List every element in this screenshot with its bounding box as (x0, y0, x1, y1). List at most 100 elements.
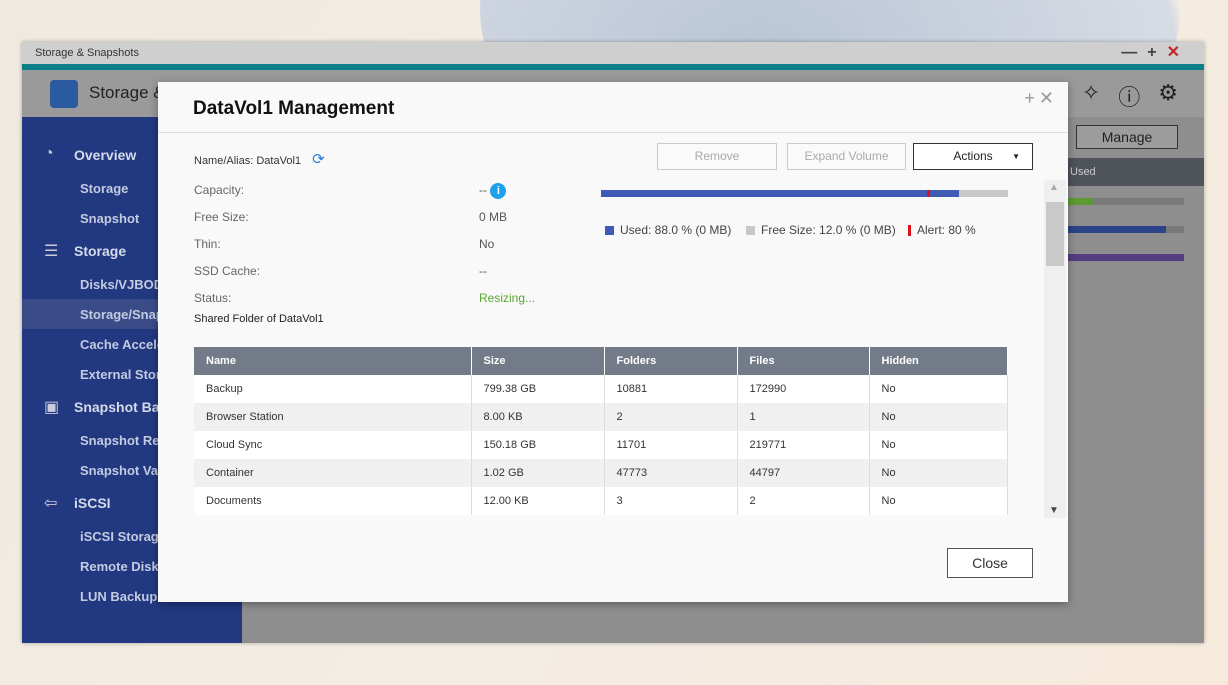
sidebar-item-iscsi-storage[interactable]: iSCSI Storage (80, 529, 166, 544)
table-cell: 1.02 GB (471, 459, 605, 487)
sidebar-group-iscsi[interactable]: iSCSI (74, 495, 111, 511)
table-row[interactable]: Browser Station 8.00 KB 2 1 No (194, 403, 1008, 431)
alert-swatch (908, 225, 911, 237)
sidebar-group-overview[interactable]: Overview (74, 147, 137, 163)
table-cell: Documents (194, 487, 472, 515)
table-cell: 219771 (737, 431, 870, 459)
used-swatch (605, 226, 614, 236)
expand-icon[interactable]: + (1024, 88, 1039, 108)
col-size[interactable]: Size (471, 347, 605, 375)
free-size-value: 0 MB (479, 210, 508, 224)
table-cell: 44797 (737, 459, 870, 487)
usage-bar-3 (1062, 254, 1184, 261)
help-icon[interactable]: ⓘ (1118, 85, 1141, 110)
table-cell: Browser Station (194, 403, 472, 431)
sidebar-item-snapshot-overview[interactable]: Snapshot (80, 211, 140, 226)
legend-used-text: Used: 88.0 % (0 MB) (620, 223, 732, 237)
close-button[interactable]: Close (947, 548, 1033, 578)
table-cell: Container (194, 459, 472, 487)
table-cell: No (869, 403, 1008, 431)
legend-free-text: Free Size: 12.0 % (0 MB) (761, 223, 896, 237)
table-row[interactable]: Backup 799.38 GB 10881 172990 No (194, 375, 1008, 403)
sidebar-item-remote-disk[interactable]: Remote Disk (80, 559, 159, 574)
caret-down-icon: ▼ (1012, 152, 1020, 161)
minimize-icon[interactable]: — (1121, 44, 1148, 61)
remove-button[interactable]: Remove (657, 143, 777, 170)
sidebar-item-storage-overview[interactable]: Storage (80, 181, 129, 196)
window-title: Storage & Snapshots (35, 47, 139, 59)
scroll-up-icon[interactable]: ▲ (1049, 182, 1059, 193)
sidebar-item-snapshot-vault[interactable]: Snapshot Vault (80, 463, 174, 478)
table-cell: 10881 (604, 375, 738, 403)
legend-alert: Alert: 80 % (908, 223, 976, 237)
table-cell: No (869, 375, 1008, 403)
thin-value: No (479, 237, 495, 251)
legend-free: Free Size: 12.0 % (0 MB) (746, 223, 896, 237)
sidebar-item-lun-backup[interactable]: LUN Backup (80, 589, 158, 604)
expand-volume-button[interactable]: Expand Volume (787, 143, 906, 170)
legend-alert-text: Alert: 80 % (917, 223, 976, 237)
maximize-icon[interactable]: + (1147, 44, 1167, 61)
ssd-cache-label: SSD Cache: (194, 264, 261, 278)
refresh-icon[interactable]: ⟳ (312, 151, 325, 168)
table-cell: No (869, 487, 1008, 515)
table-cell: 2 (737, 487, 870, 515)
legend-used: Used: 88.0 % (0 MB) (605, 223, 731, 237)
name-label: Name/Alias: (194, 155, 254, 167)
table-row[interactable]: Cloud Sync 150.18 GB 11701 219771 No (194, 431, 1008, 459)
capacity-value: -- i (479, 183, 507, 199)
usage-bar-1 (1062, 198, 1184, 205)
actions-label: Actions (953, 149, 993, 163)
wizard-icon[interactable]: ✧ (1081, 80, 1101, 105)
col-name[interactable]: Name (194, 347, 472, 375)
database-icon: ☰ (44, 243, 59, 260)
table-cell: 172990 (737, 375, 870, 403)
title-bar: Storage & Snapshots —+✕ (22, 42, 1204, 64)
table-cell: 150.18 GB (471, 431, 605, 459)
scroll-thumb[interactable] (1046, 202, 1064, 266)
manage-button[interactable]: Manage (1076, 125, 1178, 149)
scroll-down-icon[interactable]: ▼ (1049, 505, 1059, 516)
accent-stripe (22, 64, 1204, 70)
table-cell: 2 (604, 403, 738, 431)
iscsi-icon: ⇦ (44, 495, 58, 512)
capacity-label: Capacity: (194, 183, 245, 197)
table-row[interactable]: Documents 12.00 KB 3 2 No (194, 487, 1008, 515)
free-swatch (746, 226, 755, 236)
storage-logo-icon (50, 80, 78, 108)
settings-icon[interactable]: ⚙ (1158, 80, 1178, 105)
usage-used-fill (601, 190, 960, 197)
close-window-icon[interactable]: ✕ (1166, 44, 1190, 61)
snapshot-backup-icon: ▣ (44, 399, 60, 416)
divider (158, 132, 1068, 133)
status-label: Status: (194, 291, 232, 305)
usage-bar (601, 190, 1008, 197)
shared-folder-title: Shared Folder of DataVol1 (194, 313, 324, 325)
volume-management-dialog: DataVol1 Management +✕ Name/Alias: DataV… (158, 82, 1068, 602)
usage-bar-2 (1062, 226, 1184, 233)
used-column-header: Used (1062, 158, 1204, 186)
info-icon[interactable]: i (490, 183, 507, 199)
table-cell: 11701 (604, 431, 738, 459)
close-dialog-icon[interactable]: ✕ (1038, 88, 1058, 108)
col-hidden[interactable]: Hidden (869, 347, 1008, 375)
sidebar-item-disks[interactable]: Disks/VJBOD (80, 277, 164, 292)
table-cell: No (869, 459, 1008, 487)
col-files[interactable]: Files (737, 347, 870, 375)
name-value: DataVol1 (256, 155, 302, 167)
table-cell: 1 (737, 403, 870, 431)
col-folders[interactable]: Folders (604, 347, 738, 375)
table-cell: Backup (194, 375, 472, 403)
sidebar-group-storage[interactable]: Storage (74, 243, 127, 259)
usage-alert-marker (926, 190, 930, 197)
free-size-label: Free Size: (194, 210, 249, 224)
actions-dropdown[interactable]: Actions ▼ (913, 143, 1033, 170)
sidebar-item-external[interactable]: External Storage (80, 367, 184, 382)
table-cell: Cloud Sync (194, 431, 472, 459)
table-cell: 12.00 KB (471, 487, 605, 515)
table-cell: 3 (604, 487, 738, 515)
scrollbar[interactable]: ▲ ▼ (1044, 180, 1066, 518)
name-alias-row: Name/Alias: DataVol1 ⟳ (194, 150, 325, 168)
table-row[interactable]: Container 1.02 GB 47773 44797 No (194, 459, 1008, 487)
capacity-text: -- (479, 183, 487, 197)
